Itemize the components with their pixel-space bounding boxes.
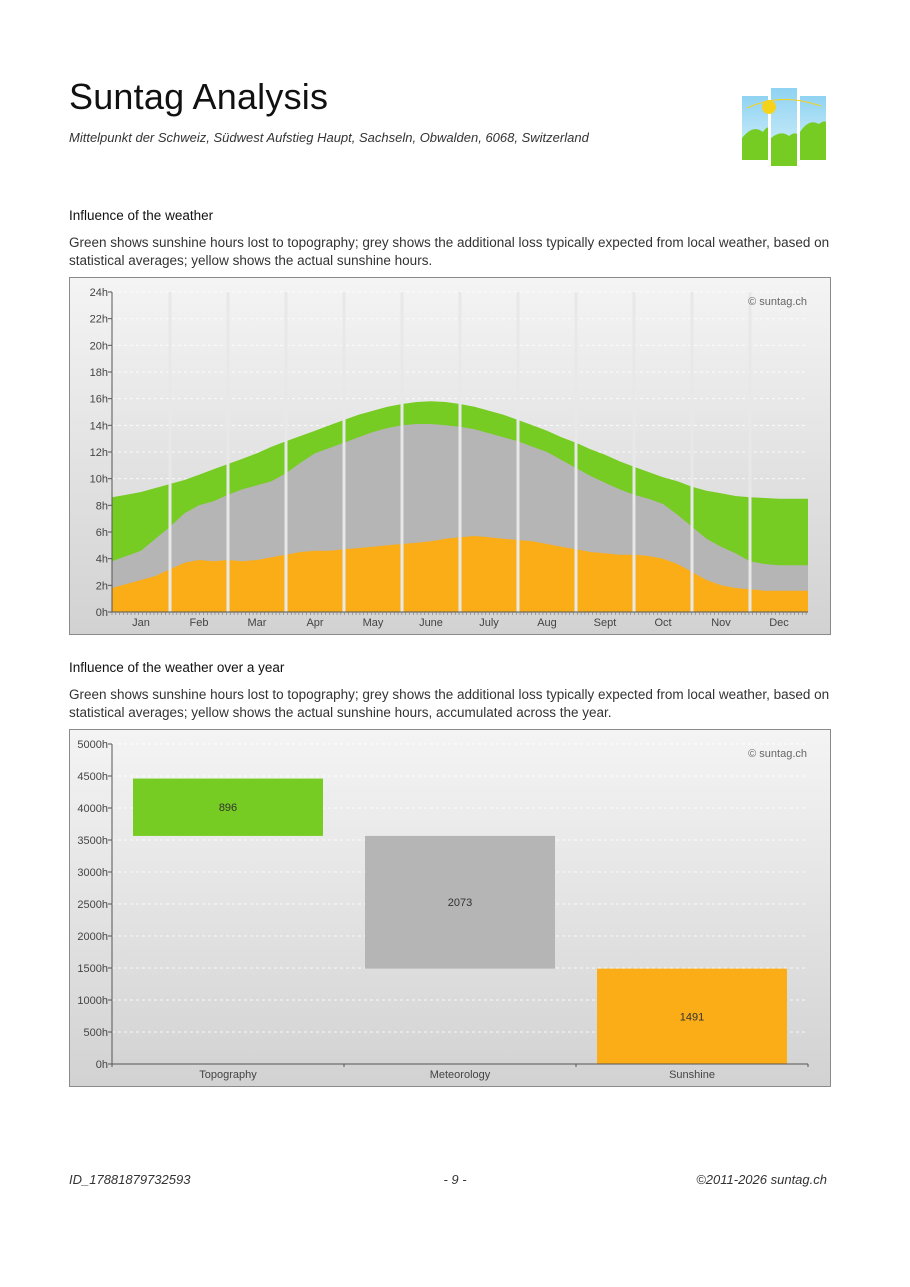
- annual-sunshine-chart: 896 2073 1491 0h 500h 1000h 1500h 2000h 2500h 30…: [69, 729, 831, 1087]
- page-title: Suntag Analysis: [69, 76, 329, 117]
- y-tick-label: 12h: [90, 447, 108, 459]
- chart-watermark: © suntag.ch: [748, 748, 807, 760]
- x-tick-label: Sept: [594, 617, 617, 629]
- y-tick-label: 1500h: [77, 963, 108, 975]
- section-weather-title: Influence of the weather: [69, 208, 214, 223]
- daily-sunshine-chart-svg: 0h 2h 4h 6h 8h 10h 12h 14h 16h 18h 20h 22h 24h Jan Fe…: [70, 278, 830, 634]
- x-tick-label: Feb: [190, 617, 209, 629]
- footer-copyright: ©2011-2026 suntag.ch: [696, 1172, 827, 1187]
- y-tick-label: 4500h: [77, 771, 108, 783]
- x-tick-label: Sunshine: [669, 1069, 715, 1081]
- y-tick-label: 500h: [84, 1027, 108, 1039]
- suntag-logo: [742, 88, 826, 166]
- y-tick-label: 18h: [90, 367, 108, 379]
- x-tick-label: Meteorology: [430, 1069, 491, 1081]
- bar-sunshine: [597, 968, 787, 1064]
- location-subtitle: Mittelpunkt der Schweiz, Südwest Aufstie…: [69, 130, 589, 145]
- y-tick-label: 2000h: [77, 931, 108, 943]
- daily-sunshine-chart: 0h 2h 4h 6h 8h 10h 12h 14h 16h 18h 20h 22h 24h Jan Fe…: [69, 277, 831, 635]
- y-tick-label: 8h: [96, 500, 108, 512]
- y-tick-label: 10h: [90, 474, 108, 486]
- x-tick-label: Nov: [711, 617, 731, 629]
- y-tick-label: 0h: [96, 607, 108, 619]
- x-tick-label: Dec: [769, 617, 789, 629]
- x-tick-label: Topography: [199, 1069, 257, 1081]
- x-tick-label: Apr: [306, 617, 323, 629]
- footer-page-number: - 9 -: [443, 1172, 467, 1187]
- annual-sunshine-chart-svg: 896 2073 1491 0h 500h 1000h 1500h 2000h 2500h 30…: [70, 730, 830, 1086]
- bar-topography: [133, 778, 323, 836]
- y-tick-label: 5000h: [77, 739, 108, 751]
- section-year-title: Influence of the weather over a year: [69, 660, 285, 675]
- y-tick-label: 20h: [90, 340, 108, 352]
- y-tick-label: 16h: [90, 394, 108, 406]
- bar-meteorology: [365, 835, 555, 969]
- x-tick-label: Aug: [537, 617, 557, 629]
- bar-value-label: 896: [219, 802, 237, 814]
- chart-watermark: © suntag.ch: [748, 296, 807, 308]
- bar-value-label: 1491: [680, 1011, 704, 1023]
- y-tick-label: 2h: [96, 580, 108, 592]
- y-tick-label: 6h: [96, 527, 108, 539]
- y-tick-label: 14h: [90, 420, 108, 432]
- section-year-description: Green shows sunshine hours lost to topog…: [69, 687, 830, 720]
- y-tick-label: 22h: [90, 314, 108, 326]
- x-tick-label: Jan: [132, 617, 150, 629]
- y-tick-label: 3500h: [77, 835, 108, 847]
- y-tick-label: 24h: [90, 287, 108, 299]
- x-tick-label: May: [363, 617, 384, 629]
- y-tick-label: 0h: [96, 1059, 108, 1071]
- x-tick-label: June: [419, 617, 443, 629]
- x-tick-label: Mar: [248, 617, 267, 629]
- bar-value-label: 2073: [448, 897, 472, 909]
- y-tick-label: 2500h: [77, 899, 108, 911]
- y-tick-label: 4000h: [77, 803, 108, 815]
- y-tick-label: 1000h: [77, 995, 108, 1007]
- y-tick-label: 4h: [96, 554, 108, 566]
- x-tick-label: Oct: [654, 617, 671, 629]
- footer-id: ID_17881879732593: [69, 1172, 191, 1187]
- x-tick-label: July: [479, 617, 499, 629]
- section-weather-description: Green shows sunshine hours lost to topog…: [69, 235, 830, 268]
- y-tick-label: 3000h: [77, 867, 108, 879]
